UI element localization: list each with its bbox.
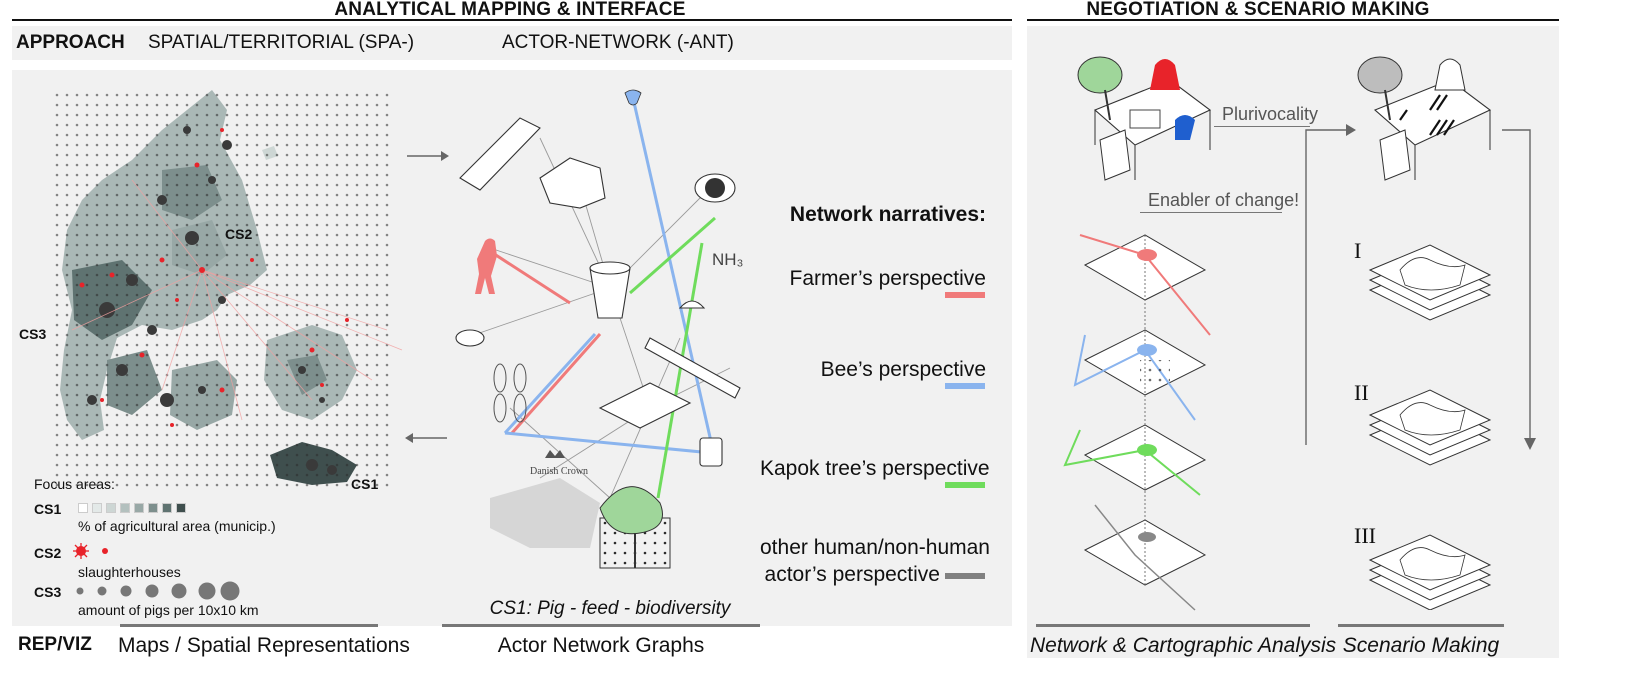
danish-crown-logo: Danish Crown: [530, 466, 589, 477]
map-label-cs1: CS1: [351, 476, 379, 492]
nh3-label: NH₃: [712, 250, 744, 269]
approach-actor: ACTOR-NETWORK (-ANT): [502, 32, 734, 53]
slaughterhouse-symbols: [73, 543, 108, 559]
legend-swatch: [134, 503, 144, 513]
slaughterhouse-dots: [79, 128, 349, 427]
farmer-line: [484, 246, 571, 305]
legend-cs3-key: CS3: [34, 584, 62, 600]
legend-cs1-desc: % of agricultural area (municip.): [78, 518, 276, 534]
narrative-bee: Bee’s perspective: [820, 358, 986, 381]
scenario-table: [1357, 56, 1492, 181]
plurivocality-underline: [1214, 126, 1310, 127]
enabler-label: Enabler of change!: [1148, 190, 1300, 210]
footer-rule-maps: [120, 624, 378, 627]
legend-swatch: [78, 503, 88, 513]
bee-icon: [624, 89, 642, 106]
scenario-bracket: [1502, 129, 1536, 450]
scenario-roman-2: II: [1354, 380, 1369, 405]
narrative-kapok: Kapok tree’s perspective: [760, 457, 990, 480]
footer-rule-scenario: [1338, 624, 1504, 627]
narrative-kapok-bar: [945, 482, 985, 488]
scenario-roman-3: III: [1354, 523, 1376, 548]
legend-swatch: [162, 503, 172, 513]
legend-title: Focus areas:: [34, 476, 115, 492]
narrative-farmer: Farmer’s perspective: [789, 267, 986, 290]
header-analytical: ANALYTICAL MAPPING & INTERFACE: [334, 0, 686, 20]
approach-band: [12, 26, 1012, 60]
narratives-title: Network narratives:: [789, 203, 986, 226]
narrative-farmer-bar: [945, 292, 985, 298]
denmark-map: [52, 90, 403, 490]
approach-title: APPROACH: [16, 32, 125, 53]
footer-graphs: Actor Network Graphs: [497, 634, 705, 657]
footer-rule-analysis: [1036, 624, 1310, 627]
approach-spatial: SPATIAL/TERRITORIAL (SPA-): [148, 32, 415, 53]
pig-size-scale: [76, 581, 240, 601]
map-label-cs3: CS3: [19, 326, 47, 342]
narrative-bee-bar: [945, 383, 985, 389]
narrative-other-line1: other human/non-human: [760, 536, 990, 559]
network-caption: CS1: Pig - feed - biodiversity: [489, 598, 731, 619]
footer-maps: Maps / Spatial Representations: [118, 634, 410, 657]
footer-rule-graphs: [442, 624, 760, 627]
footer-repviz: REP/VIZ: [18, 634, 92, 655]
arrow-left-icon: [405, 433, 447, 443]
narrative-other-line2: actor’s perspective: [764, 563, 940, 586]
legend-cs3-desc: amount of pigs per 10x10 km: [78, 602, 259, 618]
legend-swatches: [78, 503, 186, 513]
kapok-line: [629, 216, 716, 295]
scenario-roman-1: I: [1354, 238, 1362, 263]
map-label-cs2: CS2: [225, 226, 253, 242]
legend-swatch: [148, 503, 158, 513]
legend-swatch: [92, 503, 102, 513]
scenario-bracket-left: [1305, 124, 1356, 445]
enabler-underline: [1140, 212, 1282, 213]
narrative-other-bar: [945, 573, 985, 579]
header-rule-left: [12, 19, 1012, 21]
arrow-right-icon: [407, 151, 449, 161]
negotiation-table-plurivocality: [1077, 56, 1212, 181]
legend-cs2-key: CS2: [34, 545, 62, 561]
farmer-icon: [475, 238, 497, 294]
kapok-tree-icon: [599, 486, 663, 535]
pig-circles: [87, 126, 337, 475]
legend-swatch: [120, 503, 130, 513]
legend-swatch: [176, 503, 186, 513]
footer-network-analysis: Network & Cartographic Analysis: [1030, 634, 1337, 657]
header-negotiation: NEGOTIATION & SCENARIO MAKING: [1086, 0, 1430, 20]
actor-network-graph: [455, 89, 741, 569]
legend-cs1-key: CS1: [34, 501, 62, 517]
scenario-stacks: [1368, 244, 1492, 610]
cs2-links: [71, 179, 403, 421]
legend-cs2-desc: slaughterhouses: [78, 564, 181, 580]
footer-scenario: Scenario Making: [1342, 634, 1500, 657]
bee-line: [631, 97, 714, 447]
layered-analysis-stack: [1063, 234, 1211, 611]
legend-swatch: [106, 503, 116, 513]
plurivocality-label: Plurivocality: [1222, 104, 1319, 124]
header-rule-right: [1027, 19, 1559, 21]
